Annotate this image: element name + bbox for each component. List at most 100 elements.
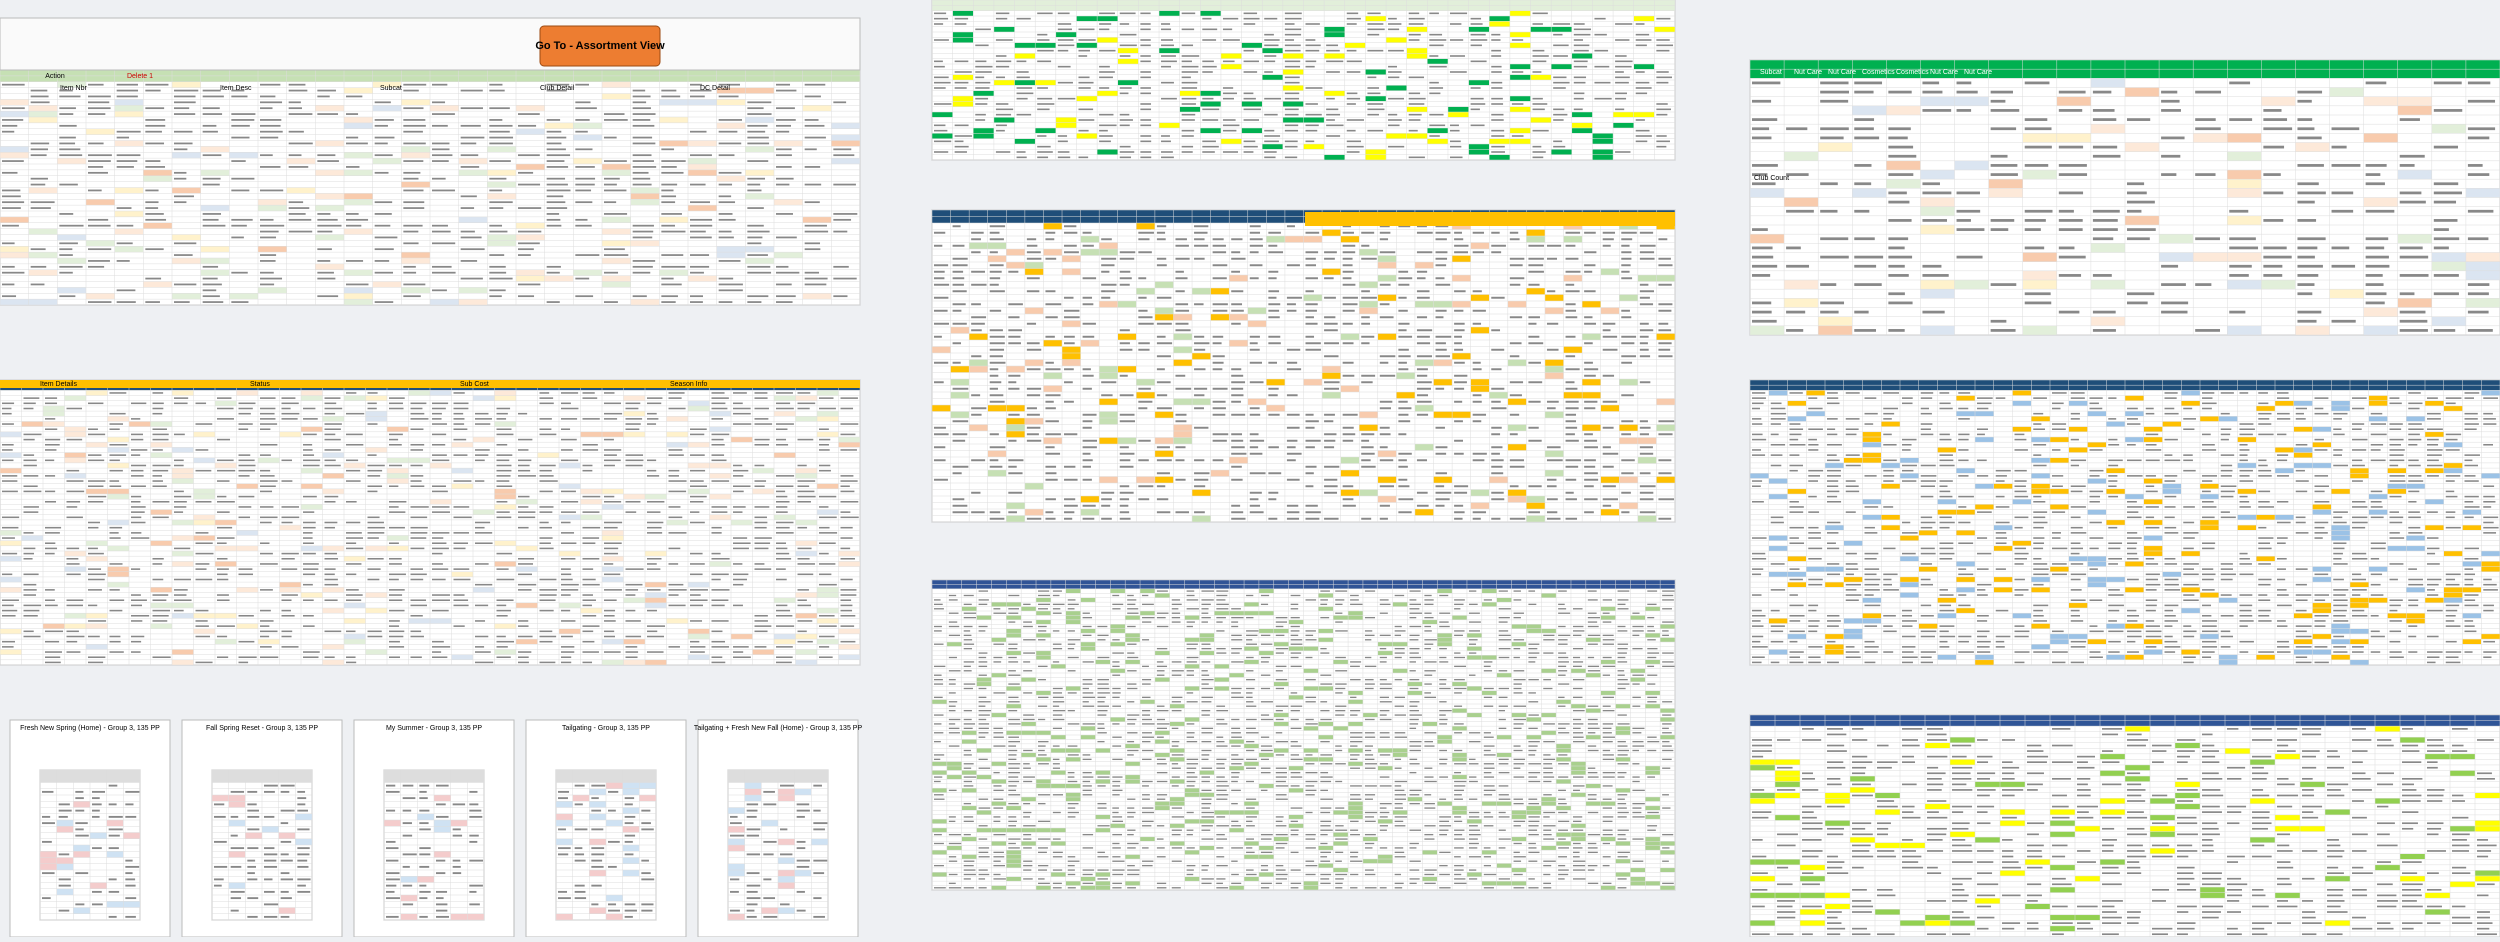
cell-text: [776, 423, 794, 425]
cell-text: [1157, 498, 1168, 500]
cell-text: [990, 375, 999, 377]
cell: [1452, 682, 1467, 686]
cell-text: [1246, 670, 1253, 671]
cell-text: [1008, 459, 1023, 461]
cell: [1289, 695, 1304, 699]
cell-text: [575, 101, 590, 103]
cell-text: [231, 219, 252, 221]
cell-text: [432, 403, 448, 405]
cell-text: [755, 631, 768, 633]
cell-text: [1231, 414, 1245, 416]
cell: [631, 193, 660, 199]
cell-text: [1306, 232, 1320, 234]
cell-text: [346, 434, 363, 436]
cell-text: [1231, 433, 1242, 435]
cell: [1259, 629, 1274, 633]
cell-text: [1120, 151, 1134, 153]
cell: [430, 299, 459, 305]
cell-text: [432, 101, 445, 103]
cell-text: [1491, 518, 1500, 520]
cell-text: [1491, 151, 1505, 153]
cell-text: [813, 872, 824, 874]
cell: [0, 530, 22, 535]
cell-text: [59, 803, 70, 805]
cell-text: [325, 574, 335, 576]
cell: [1199, 633, 1214, 637]
cell: [57, 864, 74, 870]
cell-text: [2, 641, 15, 643]
cell-text: [303, 542, 314, 544]
cell: [602, 217, 631, 223]
cell-text: [797, 866, 810, 868]
cell-text: [1161, 157, 1174, 159]
cell-text: [797, 816, 805, 818]
cell: [556, 814, 573, 820]
cell-text: [1083, 453, 1091, 455]
cell-text: [297, 866, 308, 868]
cell-text: [389, 408, 404, 410]
cell-text: [1250, 362, 1262, 364]
cell: [745, 246, 774, 252]
cell-text: [712, 558, 730, 560]
cell-text: [1083, 613, 1090, 614]
cell: [631, 299, 660, 305]
cell-text: [747, 101, 771, 103]
cell-text: [1398, 362, 1407, 364]
cell-text: [1454, 608, 1460, 609]
cell-text: [131, 475, 144, 477]
cell-text: [403, 810, 412, 812]
cell-text: [1558, 657, 1568, 658]
cell-text: [260, 278, 282, 280]
cell-text: [1064, 368, 1074, 370]
cell: [753, 649, 775, 654]
cell-text: [1424, 661, 1436, 662]
cell-text: [1640, 485, 1656, 487]
cell-text: [1367, 114, 1379, 116]
cell-text: [1380, 683, 1392, 684]
cell-text: [88, 166, 103, 168]
cell: [86, 199, 115, 205]
cell-text: [153, 599, 167, 601]
cell-text: [489, 107, 509, 109]
cell-text: [1175, 303, 1188, 305]
cell-text: [24, 408, 34, 410]
cell-text: [1287, 518, 1299, 520]
cell-text: [1347, 50, 1357, 52]
cell-text: [776, 148, 792, 150]
cell-text: [131, 641, 141, 643]
cell-text: [1324, 323, 1338, 325]
cell: [977, 682, 992, 686]
cell-text: [647, 413, 657, 415]
cell-text: [131, 532, 141, 534]
cell: [1415, 405, 1434, 412]
cell-text: [1023, 621, 1032, 622]
cell: [1359, 425, 1378, 432]
cell-text: [1410, 679, 1420, 680]
cell-text: [67, 605, 83, 607]
cell: [1159, 11, 1180, 16]
cell: [108, 494, 130, 499]
cell: [623, 858, 640, 864]
cell-text: [489, 143, 513, 145]
cell-text: [1398, 485, 1409, 487]
cell-text: [1658, 310, 1671, 312]
cell-text: [934, 18, 948, 20]
cell-text: [1528, 323, 1536, 325]
cell-text: [1202, 109, 1219, 111]
cell-text: [993, 608, 1000, 609]
cell-text: [1320, 599, 1328, 600]
cell-text: [1213, 342, 1222, 344]
cell-text: [1120, 342, 1130, 344]
cell: [774, 411, 796, 416]
cell-text: [1268, 232, 1281, 234]
cell-text: [608, 866, 617, 868]
cell-text: [303, 449, 313, 451]
cell-text: [297, 860, 307, 862]
cell-text: [125, 916, 136, 918]
cell-text: [31, 96, 49, 98]
cell-text: [117, 225, 134, 227]
cell-text: [1083, 388, 1092, 390]
cell-text: [1558, 639, 1567, 640]
cell-text: [1023, 639, 1035, 640]
cell-text: [1584, 407, 1595, 409]
